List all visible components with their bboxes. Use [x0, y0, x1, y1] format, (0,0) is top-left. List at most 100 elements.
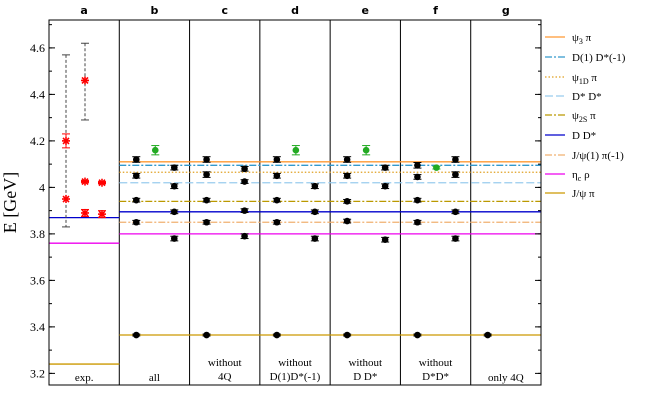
legend: ψ3 πD(1) D*(-1)ψ1D πD* D*ψ2S πD D*J/ψ(1)… — [545, 32, 626, 200]
panel-label: a — [80, 4, 87, 17]
star-stroke — [98, 210, 106, 218]
panel-label: b — [150, 4, 158, 17]
point-marker — [343, 156, 351, 163]
point-marker — [273, 156, 281, 163]
y-tick-label: 4.4 — [30, 87, 45, 101]
star-stroke — [62, 137, 70, 145]
point-marker — [273, 218, 281, 226]
y-tick-label: 4.6 — [30, 41, 45, 55]
point-marker — [151, 146, 159, 154]
legend-label: D* D* — [572, 91, 602, 103]
point-marker — [241, 232, 248, 240]
panel-caption: D D* — [353, 371, 377, 383]
panel-caption: D*D* — [422, 371, 449, 383]
legend-label-base: ψ — [572, 72, 579, 84]
point-marker — [414, 162, 421, 169]
panel-label: d — [291, 4, 299, 17]
legend-label-subscript: 1D — [579, 77, 589, 86]
point-marker — [362, 146, 370, 154]
legend-label: J/ψ π — [572, 188, 595, 200]
panel-label: g — [502, 4, 510, 17]
point-marker — [273, 172, 281, 180]
legend-label-base: η — [572, 169, 578, 181]
star-stroke — [81, 76, 89, 85]
point-marker — [484, 331, 492, 339]
point-marker — [381, 236, 389, 243]
panel-caption: all — [149, 372, 160, 384]
point-marker — [452, 171, 459, 178]
legend-label-base: ψ — [572, 110, 579, 122]
star-stroke — [98, 179, 106, 187]
point-marker — [203, 171, 210, 178]
legend-label: D(1) D*(-1) — [572, 52, 626, 64]
point-marker — [273, 331, 281, 339]
panel-caption: exp. — [75, 372, 94, 384]
panel-caption: without — [208, 357, 242, 369]
panel-caption: D(1)D*(-1) — [270, 371, 321, 383]
y-tick-label: 4.2 — [30, 134, 45, 148]
point-marker — [170, 235, 178, 242]
data-points — [62, 42, 492, 339]
threshold-lines — [49, 161, 541, 365]
point-marker — [343, 331, 351, 339]
plot-frame — [48, 19, 542, 386]
star-marker — [98, 178, 106, 187]
star-marker — [98, 210, 106, 219]
y-tick-label: 3.6 — [30, 273, 45, 287]
point-marker — [292, 146, 300, 154]
point-marker — [414, 218, 421, 226]
legend-label: J/ψ(1) π(-1) — [572, 150, 624, 162]
point-marker — [381, 164, 389, 171]
star-marker — [62, 136, 70, 145]
point-marker — [203, 218, 210, 226]
legend-label-subscript: 2S — [579, 115, 587, 124]
y-tick-label: 3.2 — [30, 366, 45, 380]
legend-label-subscript: c — [578, 174, 582, 183]
point-marker — [452, 208, 459, 216]
panel-label: e — [362, 4, 369, 17]
panel-label: c — [221, 4, 228, 17]
star-stroke — [81, 178, 89, 186]
legend-label-base: D D* — [572, 130, 596, 142]
point-marker — [170, 208, 178, 216]
legend-label-base: ψ — [572, 32, 579, 44]
star-marker — [62, 195, 70, 204]
point-marker — [343, 198, 351, 205]
panel-caption: without — [348, 357, 382, 369]
y-axis-label: E [GeV] — [0, 172, 20, 233]
point-marker — [343, 172, 351, 180]
point-marker — [452, 235, 459, 242]
panel-caption: without — [419, 357, 453, 369]
legend-label-base: J/ψ π — [572, 188, 595, 200]
point-marker — [343, 217, 351, 225]
point-marker — [414, 196, 421, 204]
point-marker — [311, 235, 319, 242]
star-marker — [81, 208, 89, 217]
point-marker — [414, 331, 421, 339]
point-marker — [241, 178, 248, 185]
panel-caption: only 4Q — [488, 372, 524, 384]
panel-label: f — [433, 4, 438, 17]
point-marker — [170, 164, 178, 171]
legend-label-rest: π — [589, 72, 598, 84]
legend-label-rest: π — [583, 32, 592, 44]
panel-caption: without — [278, 357, 312, 369]
star-marker — [81, 76, 89, 85]
point-marker — [311, 182, 319, 190]
point-marker — [203, 156, 210, 163]
legend-label-subscript: 3 — [579, 37, 583, 46]
y-tick-label: 3.4 — [30, 320, 45, 334]
point-marker — [433, 164, 440, 171]
legend-label: ψ1D π — [572, 72, 597, 86]
point-marker — [170, 182, 178, 190]
point-marker — [132, 156, 140, 163]
point-marker — [273, 196, 281, 204]
legend-label-base: D* D* — [572, 91, 602, 103]
star-stroke — [81, 209, 89, 217]
panel-dividers — [118, 20, 472, 385]
point-marker — [132, 331, 140, 339]
legend-label-rest: ρ — [581, 169, 590, 181]
legend-label: ηc ρ — [572, 169, 590, 183]
